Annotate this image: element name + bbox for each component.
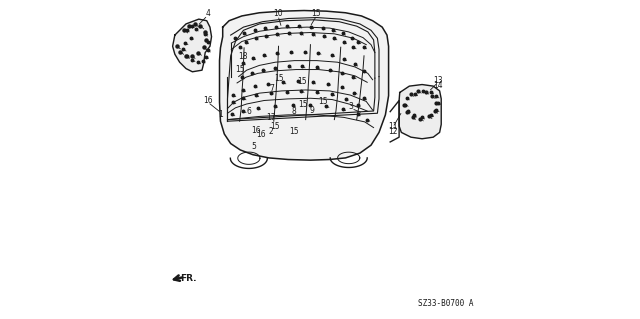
Text: 9: 9 (310, 106, 314, 115)
Polygon shape (399, 85, 441, 139)
Text: 15: 15 (311, 9, 321, 18)
Polygon shape (173, 19, 212, 72)
Polygon shape (220, 11, 388, 160)
Text: 13: 13 (433, 76, 443, 85)
Text: 5: 5 (252, 142, 256, 151)
Text: 16: 16 (256, 130, 266, 139)
Text: 4: 4 (205, 9, 210, 18)
Text: 15: 15 (235, 65, 244, 74)
Text: 8: 8 (291, 107, 296, 115)
Text: 3: 3 (349, 102, 354, 111)
Text: 14: 14 (433, 81, 443, 90)
Text: 6: 6 (247, 107, 252, 115)
Text: 11: 11 (388, 122, 397, 130)
Text: 12: 12 (388, 127, 397, 136)
Text: 16: 16 (203, 96, 212, 105)
Text: 15: 15 (298, 77, 307, 86)
Text: 15: 15 (274, 74, 284, 83)
Text: 15: 15 (318, 97, 328, 106)
Text: 17: 17 (266, 113, 275, 122)
Text: 1: 1 (218, 110, 223, 119)
Text: 15: 15 (270, 122, 280, 131)
Text: SZ33-B0700 A: SZ33-B0700 A (419, 299, 474, 308)
Text: 2: 2 (268, 127, 273, 136)
Text: 16: 16 (251, 126, 260, 135)
Text: 15: 15 (299, 100, 308, 109)
Text: FR.: FR. (180, 274, 196, 283)
Text: 15: 15 (290, 127, 300, 136)
Text: 7: 7 (269, 84, 274, 93)
Text: 10: 10 (273, 9, 283, 18)
Text: 18: 18 (238, 52, 248, 61)
